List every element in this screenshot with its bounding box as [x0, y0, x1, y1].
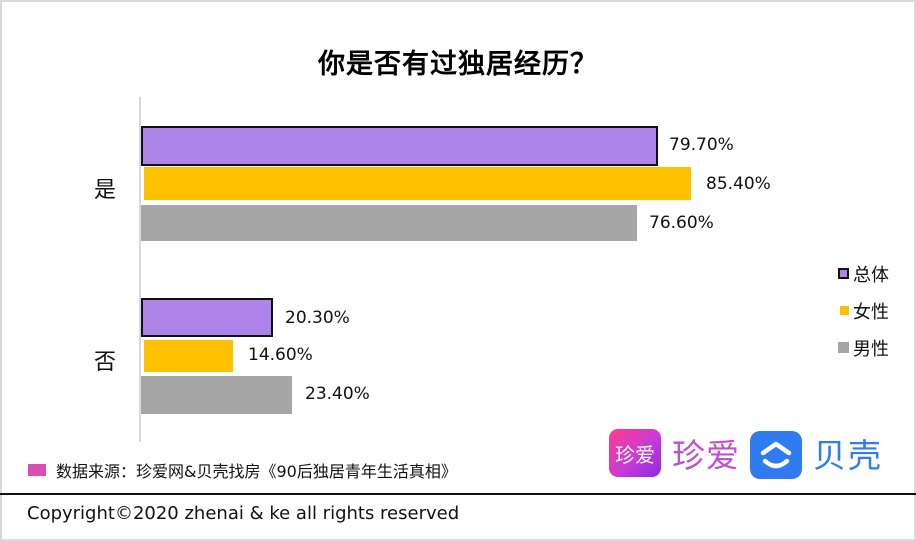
- source-text: 数据来源：珍爱网&贝壳找房《90后独居青年生活真相》: [56, 462, 457, 481]
- bar-yes-male: [141, 205, 637, 241]
- legend: 总体 女性 男性: [838, 255, 889, 366]
- label-yes-total: 79.70%: [669, 135, 734, 155]
- legend-item-male: 男性: [838, 329, 889, 366]
- house-smile-icon: [760, 441, 792, 469]
- zhenai-logo-icon: 珍爱: [609, 429, 661, 477]
- category-axis: [139, 97, 141, 442]
- ke-logo-text: 贝壳: [813, 436, 883, 475]
- bar-yes-total: [141, 126, 658, 166]
- label-yes-male: 76.60%: [649, 213, 714, 233]
- category-label-no: 否: [94, 350, 117, 375]
- legend-label-female: 女性: [853, 301, 889, 323]
- bar-yes-female: [144, 167, 691, 200]
- label-no-male: 23.40%: [305, 384, 370, 404]
- zhenai-logo-icon-text: 珍爱: [615, 442, 655, 467]
- label-yes-female: 85.40%: [706, 174, 771, 194]
- legend-item-female: 女性: [838, 292, 889, 329]
- legend-label-total: 总体: [853, 264, 889, 286]
- label-no-female: 14.60%: [248, 345, 313, 365]
- legend-swatch-total: [838, 268, 849, 279]
- footer-divider: [0, 493, 916, 495]
- data-source: 数据来源：珍爱网&贝壳找房《90后独居青年生活真相》: [28, 458, 457, 482]
- ke-house-logo-icon: [750, 431, 802, 479]
- chart-title: 你是否有过独居经历？: [318, 49, 598, 80]
- bar-no-male: [141, 376, 292, 414]
- source-marker-icon: [28, 464, 46, 476]
- zhenai-logo-text: 珍爱: [672, 436, 740, 475]
- copyright-text: Copyright©2020 zhenai & ke all rights re…: [27, 503, 460, 524]
- bar-no-total: [141, 298, 273, 337]
- legend-item-total: 总体: [838, 255, 889, 292]
- bar-no-female: [144, 340, 233, 372]
- legend-swatch-male: [838, 342, 849, 353]
- category-label-yes: 是: [94, 178, 117, 203]
- label-no-total: 20.30%: [285, 308, 350, 328]
- legend-label-male: 男性: [853, 338, 889, 360]
- legend-swatch-female: [840, 306, 849, 315]
